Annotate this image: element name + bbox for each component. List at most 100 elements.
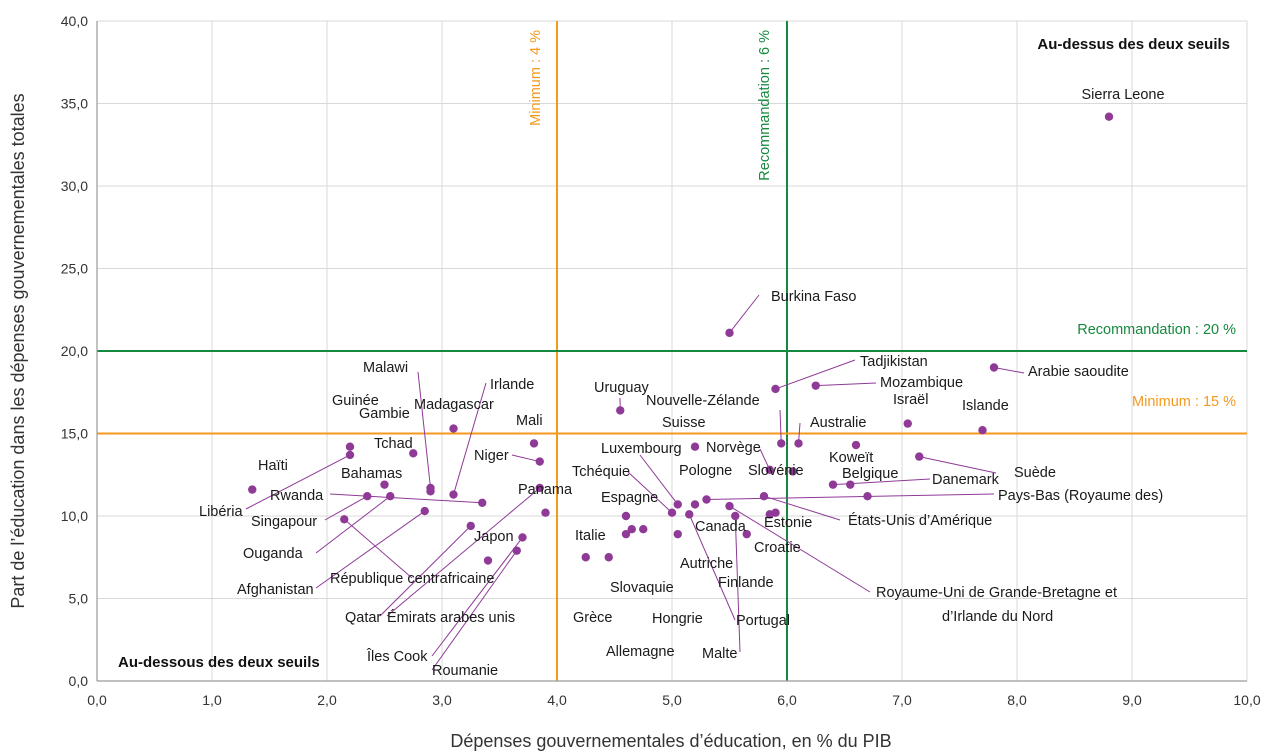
point-guinee: [345, 442, 355, 451]
label-luxembourg: Luxembourg: [601, 441, 682, 457]
label-malawi: Malawi: [363, 360, 408, 376]
x-axis-title: Dépenses gouvernementales d’éducation, e…: [450, 731, 891, 751]
point-bahamas: [380, 480, 389, 489]
point-madagascar: [449, 424, 458, 433]
label-ouganda: Ouganda: [243, 546, 304, 562]
leader-nouvelle-zelande: [779, 409, 782, 444]
label-sierra-leone: Sierra Leone: [1081, 87, 1164, 103]
leader-arabie-saoudite: [993, 367, 1025, 374]
label-estonie: Estonie: [764, 515, 812, 531]
threshold-label: Recommandation : 6 %: [757, 30, 773, 181]
x-tick-label: 4,0: [547, 692, 567, 708]
leader-royaume-uni-de-grande-bretagne-et-d-irlande-du-nord: [729, 505, 871, 593]
point-finlande: [742, 529, 751, 539]
point-haiti: [248, 485, 257, 494]
y-tick-label: 35,0: [61, 96, 88, 112]
point-uruguay: [616, 406, 625, 415]
corner-label-top-right: Au-dessus des deux seuils: [1037, 36, 1230, 53]
leader-qatar: [379, 525, 472, 617]
point-labels: Sierra Leone Burkina Faso Arabie saoudite T…: [199, 87, 1165, 679]
label-belgique: Belgique: [842, 466, 898, 482]
y-tick-label: 5,0: [69, 591, 89, 607]
point-etats-unis-d-amerique: [759, 492, 769, 501]
point-koweit: [851, 440, 861, 450]
leader-burkina-faso: [729, 294, 760, 334]
point-panama: [541, 508, 550, 517]
y-tick-label: 40,0: [61, 13, 88, 29]
leader-tadjikistan: [775, 359, 856, 390]
label-rwanda: Rwanda: [270, 488, 324, 504]
label-irlande: Irlande: [490, 377, 534, 393]
label-grece: Grèce: [573, 610, 613, 626]
x-tick-label: 1,0: [202, 692, 222, 708]
point-emirats-arabes-unis: [535, 483, 544, 493]
label-italie: Italie: [575, 528, 606, 544]
label-emirats-arabes-unis: Émirats arabes unis: [387, 609, 515, 626]
point-tadjikistan: [771, 384, 780, 394]
leader-mozambique: [815, 382, 877, 387]
label-arabie-saoudite: Arabie saoudite: [1028, 364, 1129, 380]
label-tchequie: Tchéquie: [572, 464, 630, 480]
label-pays-bas-royaume-des: Pays-Bas (Royaume des): [998, 488, 1163, 504]
x-tick-label: 0,0: [87, 692, 107, 708]
label-panama: Panama: [518, 482, 573, 498]
point-suede: [915, 452, 924, 461]
point-grece: [604, 553, 613, 562]
label-pologne: Pologne: [679, 463, 732, 479]
x-tick-label: 7,0: [892, 692, 912, 708]
label-burkina-faso: Burkina Faso: [771, 289, 856, 305]
label-suede: Suède: [1014, 465, 1056, 481]
point-pologne: [690, 500, 700, 509]
leader-emirats-arabes-unis: [386, 487, 541, 617]
point-ouganda: [386, 492, 395, 501]
x-tick-label: 9,0: [1122, 692, 1142, 708]
label-uruguay: Uruguay: [594, 380, 650, 396]
label-portugal: Portugal: [736, 613, 790, 629]
label-bahamas: Bahamas: [341, 466, 402, 482]
point-singapour: [363, 492, 372, 501]
label-qatar: Qatar: [345, 610, 381, 626]
label-madagascar: Madagascar: [414, 397, 494, 413]
point-italie: [581, 553, 590, 562]
point-israel: [903, 419, 912, 428]
label-tchad: Tchad: [374, 436, 413, 452]
point-autriche: [673, 529, 682, 539]
point-suisse: [690, 442, 700, 451]
corner-label-bottom-left: Au-dessous des deux seuils: [118, 654, 320, 671]
point-belgique: [846, 480, 855, 489]
label-canada: Canada: [695, 519, 747, 535]
leader-niger: [511, 454, 540, 463]
point-espagne: [621, 511, 631, 521]
point-hongrie: [639, 525, 648, 534]
leader-republique-centrafricaine: [343, 518, 413, 579]
label-norvege: Norvège: [706, 440, 761, 456]
leader-portugal: [688, 514, 736, 621]
x-tick-label: 6,0: [777, 692, 797, 708]
x-tick-label: 10,0: [1233, 692, 1260, 708]
point-republique-centrafricaine: [340, 515, 349, 524]
point-malte: [731, 511, 740, 521]
label-malte: Malte: [702, 646, 737, 662]
label-slovaquie: Slovaquie: [610, 580, 674, 596]
point-liberia: [345, 450, 355, 460]
label-iles-cook: Îles Cook: [366, 648, 428, 665]
x-tick-label: 2,0: [317, 692, 337, 708]
point-niger: [535, 457, 544, 466]
point-roumanie: [512, 546, 521, 555]
point-slovaquie: [621, 529, 631, 539]
y-tick-label: 10,0: [61, 508, 88, 524]
leader-afghanistan: [315, 510, 426, 589]
point-qatar: [466, 521, 475, 531]
point-croatie: [765, 510, 774, 519]
label-roumanie: Roumanie: [432, 663, 498, 679]
label-japon: Japon: [474, 529, 514, 545]
point-mozambique: [811, 381, 820, 390]
y-axis-title: Part de l’éducation dans les dépenses go…: [8, 93, 28, 608]
point-nouvelle-zelande: [777, 439, 786, 448]
label-australie: Australie: [810, 415, 866, 431]
leader-singapour: [324, 495, 368, 521]
leader-iles-cook: [431, 537, 523, 657]
label-danemark: Danemark: [932, 472, 1000, 488]
label-guinee: Guinée: [332, 393, 379, 409]
leader-luxembourg: [639, 454, 679, 505]
